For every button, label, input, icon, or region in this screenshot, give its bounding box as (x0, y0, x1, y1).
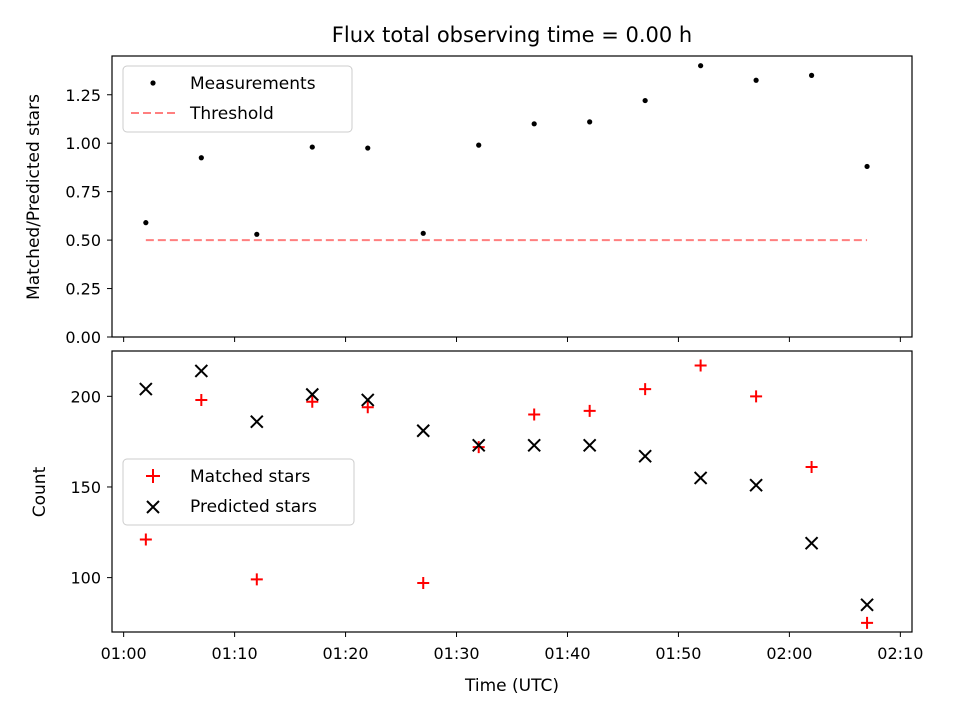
predicted-stars-point-3 (305, 387, 319, 402)
predicted-stars-point-4 (361, 393, 375, 407)
measurements-point-13 (864, 163, 870, 170)
predicted-stars-point-8 (582, 438, 597, 452)
legend-threshold-label: Threshold (189, 104, 274, 124)
legend-predicted-stars-marker (146, 500, 160, 514)
predicted-stars-point-7 (527, 438, 541, 452)
top-y-tick-label-5: 1.25 (65, 86, 101, 105)
top-y-tick-label-2: 0.50 (65, 231, 101, 250)
bottom-x-tick-label-0: 01:00 (101, 644, 147, 663)
top-plot-frame (111, 55, 913, 338)
measurements-point-1 (198, 155, 204, 161)
top-y-tick-label-1: 0.25 (65, 280, 101, 299)
bottom-y-tick-label-0: 100 (70, 569, 101, 588)
top-legend: Measurements Threshold (122, 65, 353, 133)
predicted-stars-point-13 (860, 598, 874, 612)
measurements-point-3 (309, 144, 315, 150)
matched-stars-point-8 (583, 404, 596, 417)
matched-stars-point-12 (805, 461, 818, 474)
predicted-stars-point-9 (638, 449, 652, 463)
bottom-y-tick-label-2: 200 (70, 387, 101, 406)
top-panel-y-axis-label: Matched/Predicted stars (24, 94, 44, 300)
bottom-panel-x-axis-label: Time (UTC) (464, 676, 559, 696)
measurements-point-2 (254, 231, 260, 237)
predicted-stars-point-11 (749, 478, 763, 492)
predicted-stars-point-5 (416, 424, 430, 438)
predicted-stars-point-2 (250, 414, 264, 429)
legend-measurements-label: Measurements (190, 74, 316, 94)
bottom-x-tick-label-7: 02:10 (877, 644, 923, 663)
top-y-tick-label-4: 1.00 (65, 134, 101, 153)
bottom-plot-area: 01:00 01:10 01:20 01:30 01:40 01:50 02:00 02:10… (70, 359, 923, 663)
measurements-point-7 (531, 121, 537, 127)
measurements-point-8 (587, 119, 593, 125)
matched-stars-point-3 (306, 395, 319, 408)
bottom-x-tick-label-1: 01:10 (212, 644, 258, 663)
matched-stars-point-4 (361, 401, 374, 414)
measurements-point-10 (698, 63, 704, 69)
measurements-point-0 (143, 220, 149, 226)
measurements-point-12 (808, 72, 815, 78)
bottom-plot-frame (111, 350, 913, 633)
matched-stars-point-2 (250, 573, 263, 586)
matched-stars-point-5 (417, 577, 430, 590)
bottom-legend-box (122, 458, 355, 526)
top-panel: Flux total observing time = 0.00 h Match… (24, 23, 913, 347)
predicted-stars-point-10 (693, 471, 708, 485)
top-legend-box (122, 65, 353, 133)
bottom-panel-y-axis-label: Count (30, 466, 50, 517)
matched-stars-point-0 (139, 533, 152, 546)
predicted-stars-point-6 (472, 438, 486, 452)
predicted-stars-point-1 (194, 364, 209, 378)
top-panel-title: Flux total observing time = 0.00 h (332, 23, 692, 47)
measurements-point-6 (476, 142, 482, 148)
top-y-tick-label-0: 0.00 (65, 328, 101, 347)
bottom-panel: Count Time (UTC) 01:00 01:10 01:20 01:30 01:… (30, 350, 923, 696)
measurements-point-4 (365, 145, 371, 151)
measurements-point-11 (753, 77, 759, 83)
matched-stars-point-6 (472, 441, 485, 454)
bottom-x-tick-label-5: 01:50 (655, 644, 701, 663)
bottom-legend: Matched stars Predicted stars (122, 458, 355, 526)
matched-stars-point-1 (195, 393, 208, 406)
matched-stars-point-7 (528, 408, 541, 421)
measurements-point-9 (642, 97, 648, 104)
predicted-stars-point-0 (139, 382, 153, 396)
top-plot-area: 0.00 0.25 0.50 0.75 1.00 1.25 (65, 63, 901, 347)
legend-predicted-stars-label: Predicted stars (190, 497, 317, 517)
measurements-point-5 (420, 230, 426, 236)
top-y-tick-label-3: 0.75 (65, 183, 101, 202)
bottom-x-tick-label-6: 02:00 (766, 644, 812, 663)
legend-matched-stars-label: Matched stars (190, 467, 310, 487)
bottom-x-tick-label-2: 01:20 (323, 644, 369, 663)
legend-measurements-marker (150, 80, 156, 86)
bottom-x-tick-label-3: 01:30 (433, 644, 479, 663)
bottom-y-tick-label-1: 150 (70, 478, 101, 497)
matched-stars-point-13 (861, 616, 874, 629)
matched-stars-point-11 (750, 390, 763, 403)
legend-matched-stars-marker (146, 469, 160, 483)
matched-stars-point-10 (694, 359, 707, 372)
bottom-x-tick-label-4: 01:40 (544, 644, 590, 663)
matched-stars-point-9 (639, 383, 652, 396)
predicted-stars-point-12 (804, 536, 819, 550)
